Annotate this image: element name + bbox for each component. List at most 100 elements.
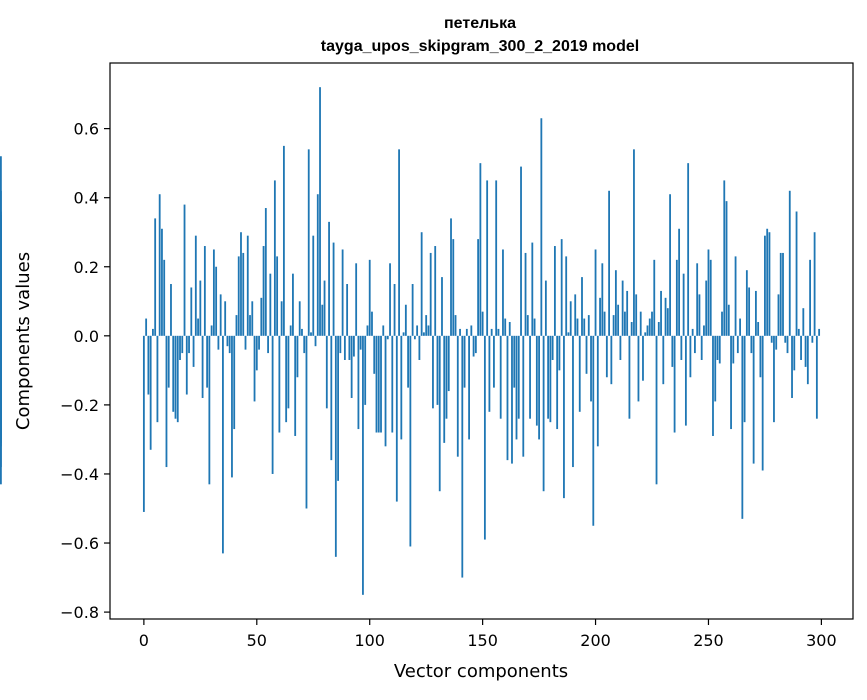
bar-174	[535, 335, 538, 426]
bar-117	[407, 335, 410, 388]
bar-267	[745, 270, 748, 336]
bar-278	[770, 335, 773, 343]
bar-9	[163, 259, 166, 336]
bar-277	[768, 232, 771, 336]
bar-243	[691, 328, 694, 336]
bar-153	[488, 335, 491, 412]
bar-62	[282, 145, 285, 336]
bar-112	[395, 335, 398, 502]
bar-5	[154, 218, 157, 336]
bar-103	[375, 335, 378, 433]
bar-33	[217, 335, 220, 350]
x-tick-label: 300	[806, 631, 837, 650]
bar-204	[603, 311, 606, 336]
bar-119	[411, 284, 414, 336]
bar-288	[793, 335, 796, 371]
bar-40	[233, 335, 236, 430]
bar-145	[470, 325, 473, 336]
bar-162	[508, 322, 511, 336]
bar-422	[0, 156, 2, 336]
bar-150	[481, 311, 484, 336]
bar-96	[359, 335, 362, 350]
bar-199	[592, 335, 595, 526]
bar-168	[522, 335, 525, 457]
bar-234	[671, 335, 674, 367]
bar-65	[289, 325, 292, 336]
bar-90	[346, 284, 349, 336]
bar-169	[524, 252, 527, 336]
bar-256	[721, 311, 723, 336]
bar-149	[479, 163, 482, 336]
y-tick-label: 0.2	[74, 258, 99, 277]
bar-137	[452, 239, 455, 336]
bar-255	[718, 335, 721, 364]
bar-87	[339, 335, 342, 354]
x-tick-label: 250	[693, 631, 724, 650]
bar-246	[698, 294, 701, 336]
bar-37	[226, 335, 229, 347]
bar-289	[795, 211, 798, 336]
bar-250	[707, 249, 710, 336]
bar-132	[441, 277, 443, 336]
bar-295	[809, 259, 811, 336]
bar-107	[384, 335, 387, 447]
bar-58	[273, 180, 276, 336]
bar-264	[739, 318, 741, 336]
bar-284	[784, 335, 787, 343]
x-tick-label: 100	[354, 631, 385, 650]
bar-208	[612, 315, 615, 336]
bar-219	[637, 335, 640, 402]
bar-259	[727, 304, 730, 336]
bar-73	[307, 149, 310, 336]
y-axis-label: Components values	[13, 252, 34, 430]
bar-135	[447, 335, 450, 392]
x-tick-label: 200	[580, 631, 611, 650]
bar-47	[249, 315, 251, 336]
y-tick-label: 0.6	[74, 120, 99, 139]
bar-268	[748, 287, 751, 336]
y-tick-label: −0.2	[60, 396, 99, 415]
bar-279	[773, 335, 775, 423]
bar-287	[791, 335, 793, 398]
bar-17	[181, 335, 184, 354]
bar-72	[305, 335, 308, 509]
y-tick-label: 0.0	[74, 327, 99, 346]
bar-423	[0, 335, 2, 443]
bar-252	[712, 335, 714, 436]
bar-2	[147, 335, 150, 395]
bar-21	[190, 287, 193, 336]
bar-80	[323, 280, 326, 336]
bar-283	[782, 252, 784, 336]
bar-182	[553, 246, 556, 336]
bar-218	[635, 294, 638, 336]
bar-217	[633, 149, 635, 336]
bar-52	[260, 297, 263, 336]
bar-274	[761, 335, 764, 471]
bar-136	[450, 218, 452, 336]
bar-115	[402, 332, 405, 336]
bar-26	[201, 335, 204, 398]
bar-177	[542, 335, 545, 492]
bar-133	[443, 335, 446, 443]
bar-121	[416, 325, 419, 336]
bar-185	[560, 239, 563, 336]
bar-3	[149, 335, 152, 450]
bar-142	[463, 335, 466, 388]
bar-290	[797, 328, 800, 336]
bar-32	[215, 266, 218, 336]
bar-230	[662, 335, 665, 385]
bar-280	[775, 335, 778, 350]
bar-18	[183, 204, 186, 336]
bar-109	[389, 263, 391, 336]
plot-frame	[109, 62, 854, 620]
bar-181	[551, 335, 554, 360]
bar-184	[558, 335, 561, 371]
bar-261	[732, 335, 735, 364]
bar-25	[199, 280, 202, 336]
bar-11	[167, 335, 170, 388]
bar-20	[188, 335, 190, 354]
bar-68	[296, 335, 299, 378]
bar-157	[497, 328, 500, 336]
bar-152	[486, 180, 489, 336]
bar-211	[619, 335, 622, 360]
